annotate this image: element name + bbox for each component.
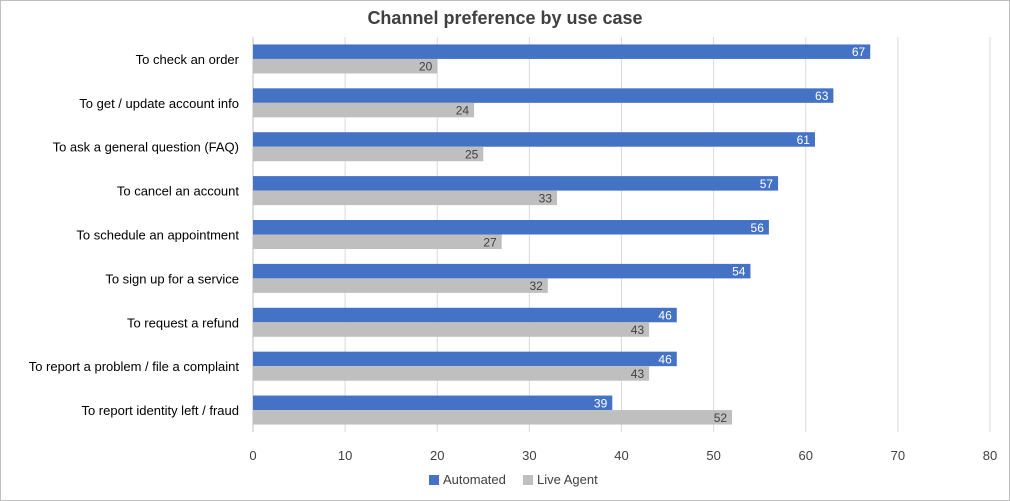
legend-label: Live Agent [537, 472, 598, 487]
category-label: To request a refund [127, 315, 239, 330]
category-label: To ask a general question (FAQ) [53, 140, 239, 155]
live-agent-bar [253, 190, 558, 206]
automated-bar [253, 263, 751, 279]
legend-swatch [523, 475, 533, 485]
live-agent-bar [253, 410, 733, 425]
live-agent-bar [253, 234, 502, 249]
data-label: 43 [631, 323, 645, 337]
category-labels: To check an order To get / update account… [29, 52, 240, 418]
automated-bar [253, 132, 815, 147]
x-tick-label: 70 [891, 448, 905, 463]
chart-title: Channel preference by use case [367, 8, 642, 28]
x-tick-label: 10 [338, 448, 352, 463]
x-tick-label: 60 [799, 448, 813, 463]
data-label: 25 [465, 147, 479, 161]
data-label: 52 [714, 411, 728, 425]
automated-bar [253, 307, 677, 323]
automated-bar [253, 44, 871, 59]
automated-bar [253, 176, 779, 191]
data-label: 56 [751, 221, 765, 235]
legend: Automated Live Agent [429, 472, 598, 487]
automated-bar [253, 88, 834, 103]
data-label: 57 [760, 177, 774, 191]
live-agent-bar [253, 58, 438, 74]
x-tick-label: 50 [706, 448, 720, 463]
live-agent-bar [253, 278, 548, 293]
x-tick-label: 40 [614, 448, 628, 463]
data-label: 27 [483, 235, 497, 249]
bars [253, 44, 871, 425]
data-label: 24 [456, 104, 470, 118]
automated-bar [253, 395, 613, 411]
live-agent-bar [253, 322, 650, 337]
x-tick-label: 20 [430, 448, 444, 463]
automated-bar [253, 220, 769, 235]
data-label: 33 [539, 191, 553, 205]
legend-swatch [429, 475, 439, 485]
data-label: 39 [594, 396, 608, 410]
x-tick-label: 30 [522, 448, 536, 463]
category-label: To report a problem / file a complaint [29, 359, 240, 374]
category-label: To sign up for a service [105, 271, 239, 286]
data-label: 61 [797, 133, 811, 147]
category-label: To check an order [136, 52, 240, 67]
data-label: 20 [419, 60, 433, 74]
data-label: 46 [658, 352, 672, 366]
data-label: 67 [852, 45, 866, 59]
data-labels: 67 20 63 24 61 25 57 33 56 27 54 32 46 43 46 43 39 52 [419, 45, 866, 425]
data-label: 32 [529, 279, 543, 293]
live-agent-bar [253, 146, 484, 162]
legend-label: Automated [443, 472, 506, 487]
x-tick-label: 0 [249, 448, 256, 463]
category-label: To report identity left / fraud [81, 403, 239, 418]
x-tick-label: 80 [983, 448, 997, 463]
data-label: 54 [732, 265, 746, 279]
data-label: 63 [815, 89, 829, 103]
category-label: To cancel an account [117, 184, 240, 199]
category-label: To get / update account info [79, 96, 239, 111]
live-agent-bar [253, 102, 475, 118]
category-label: To schedule an appointment [76, 228, 239, 243]
data-label: 43 [631, 367, 645, 381]
live-agent-bar [253, 366, 650, 381]
automated-bar [253, 351, 677, 367]
x-tick-labels: 0 10 20 30 40 50 60 70 80 [249, 448, 997, 463]
data-label: 46 [658, 309, 672, 323]
